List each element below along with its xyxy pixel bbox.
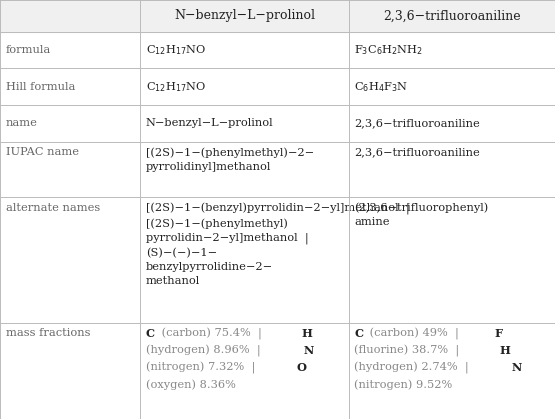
Text: alternate names: alternate names [6,203,100,213]
Text: F: F [495,328,503,339]
Text: [(2S)−1−(benzyl)pyrrolidin−2−yl]methanol  |
[(2S)−1−(phenylmethyl)
pyrrolidin−2−: [(2S)−1−(benzyl)pyrrolidin−2−yl]methanol… [146,203,410,286]
Text: F$_3$C$_6$H$_2$NH$_2$: F$_3$C$_6$H$_2$NH$_2$ [354,43,423,57]
Text: N: N [512,362,522,373]
Text: Hill formula: Hill formula [6,82,75,92]
Text: name: name [6,118,37,128]
Text: C$_{12}$H$_{17}$NO: C$_{12}$H$_{17}$NO [146,80,206,93]
Text: C$_{12}$H$_{17}$NO: C$_{12}$H$_{17}$NO [146,43,206,57]
Text: C: C [354,328,363,339]
Text: (fluorine) 38.7%  |: (fluorine) 38.7% | [354,345,467,357]
Text: (carbon) 49%  |: (carbon) 49% | [366,328,466,340]
Text: (nitrogen) 9.52%: (nitrogen) 9.52% [354,379,452,390]
Text: H: H [301,328,312,339]
Text: 2,3,6−trifluoroaniline: 2,3,6−trifluoroaniline [383,9,521,22]
Text: (carbon) 75.4%  |: (carbon) 75.4% | [158,328,269,340]
Text: (nitrogen) 7.32%  |: (nitrogen) 7.32% | [146,362,263,374]
Text: H: H [500,345,510,356]
Text: O: O [296,362,306,373]
Text: C$_6$H$_4$F$_3$N: C$_6$H$_4$F$_3$N [354,80,408,93]
Text: formula: formula [6,45,51,55]
Text: 2,3,6−trifluoroaniline: 2,3,6−trifluoroaniline [354,118,480,128]
Text: mass fractions: mass fractions [6,328,90,338]
Text: (2,3,6−trifluorophenyl)
amine: (2,3,6−trifluorophenyl) amine [354,203,488,227]
Text: (oxygen) 8.36%: (oxygen) 8.36% [146,379,236,390]
Text: N: N [304,345,314,356]
Text: (hydrogen) 2.74%  |: (hydrogen) 2.74% | [354,362,476,374]
Text: 2,3,6−trifluoroaniline: 2,3,6−trifluoroaniline [354,147,480,157]
Text: C: C [146,328,155,339]
Text: N−benzyl−L−prolinol: N−benzyl−L−prolinol [174,9,315,22]
Text: N−benzyl−L−prolinol: N−benzyl−L−prolinol [146,118,274,128]
Text: IUPAC name: IUPAC name [6,147,79,157]
Text: (hydrogen) 8.96%  |: (hydrogen) 8.96% | [146,345,268,357]
Text: [(2S)−1−(phenylmethyl)−2−
pyrrolidinyl]methanol: [(2S)−1−(phenylmethyl)−2− pyrrolidinyl]m… [146,147,314,172]
